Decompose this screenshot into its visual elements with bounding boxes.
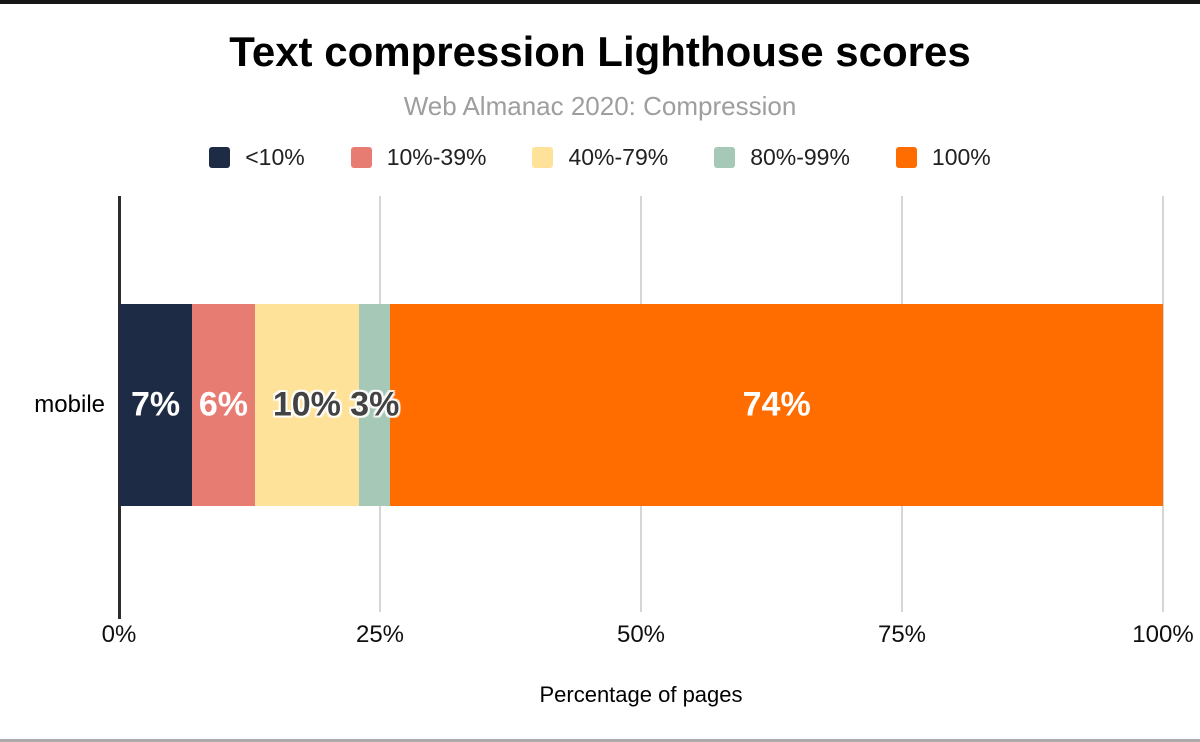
legend-swatch-icon — [714, 147, 736, 168]
bar-mobile: 7% 6% 10% 3% 74% — [119, 304, 1163, 506]
legend-swatch-icon — [532, 147, 554, 168]
legend-label: 100% — [931, 144, 991, 170]
legend: <10% 10%-39% 40%-79% 80%-99% 100% — [0, 144, 1200, 171]
bar-segment-label: 3% — [350, 385, 400, 424]
bar-segment-3[interactable]: 3% — [350, 304, 399, 506]
x-tick-label-25: 25% — [355, 621, 405, 648]
bar-segment-label: 10% — [272, 385, 341, 424]
legend-swatch-icon — [209, 147, 231, 168]
chart-subtitle: Web Almanac 2020: Compression — [403, 91, 797, 121]
bar-segment-label: 7% — [130, 385, 181, 424]
bar-segment-label: 74% — [742, 385, 811, 424]
legend-item-2: 40%-79% — [532, 144, 668, 171]
bar-segment-1[interactable]: 6% — [192, 304, 255, 506]
legend-swatch-icon — [895, 147, 917, 168]
legend-item-0: <10% — [209, 144, 305, 171]
gridline-100 — [1162, 196, 1164, 612]
x-tick-label-50: 50% — [616, 621, 666, 648]
bar-segment-4[interactable]: 74% — [390, 304, 1163, 506]
legend-item-4: 100% — [895, 144, 991, 171]
plot-area: 7% 6% 10% 3% 74% — [118, 196, 1164, 619]
legend-swatch-icon — [350, 147, 372, 168]
category-label-mobile: mobile — [34, 391, 105, 418]
legend-label: 40%-79% — [568, 144, 669, 170]
bar-segment-label: 6% — [198, 385, 248, 424]
x-tick-label-0: 0% — [101, 621, 137, 648]
legend-label: 10%-39% — [386, 144, 487, 170]
x-tick-label-100: 100% — [1132, 621, 1194, 648]
bar-segment-0[interactable]: 7% — [119, 304, 193, 506]
legend-item-1: 10%-39% — [350, 144, 487, 171]
bar-segment-2[interactable]: 10% — [254, 304, 360, 506]
legend-label: 80%-99% — [750, 144, 850, 170]
x-axis-ticks: 0% 25% 50% 75% 100% — [0, 621, 1200, 651]
legend-item-3: 80%-99% — [714, 144, 850, 171]
chart-title: Text compression Lighthouse scores — [229, 28, 971, 75]
x-tick-label-75: 75% — [877, 621, 927, 648]
x-axis-title: Percentage of pages — [539, 682, 743, 707]
legend-label: <10% — [245, 144, 305, 170]
